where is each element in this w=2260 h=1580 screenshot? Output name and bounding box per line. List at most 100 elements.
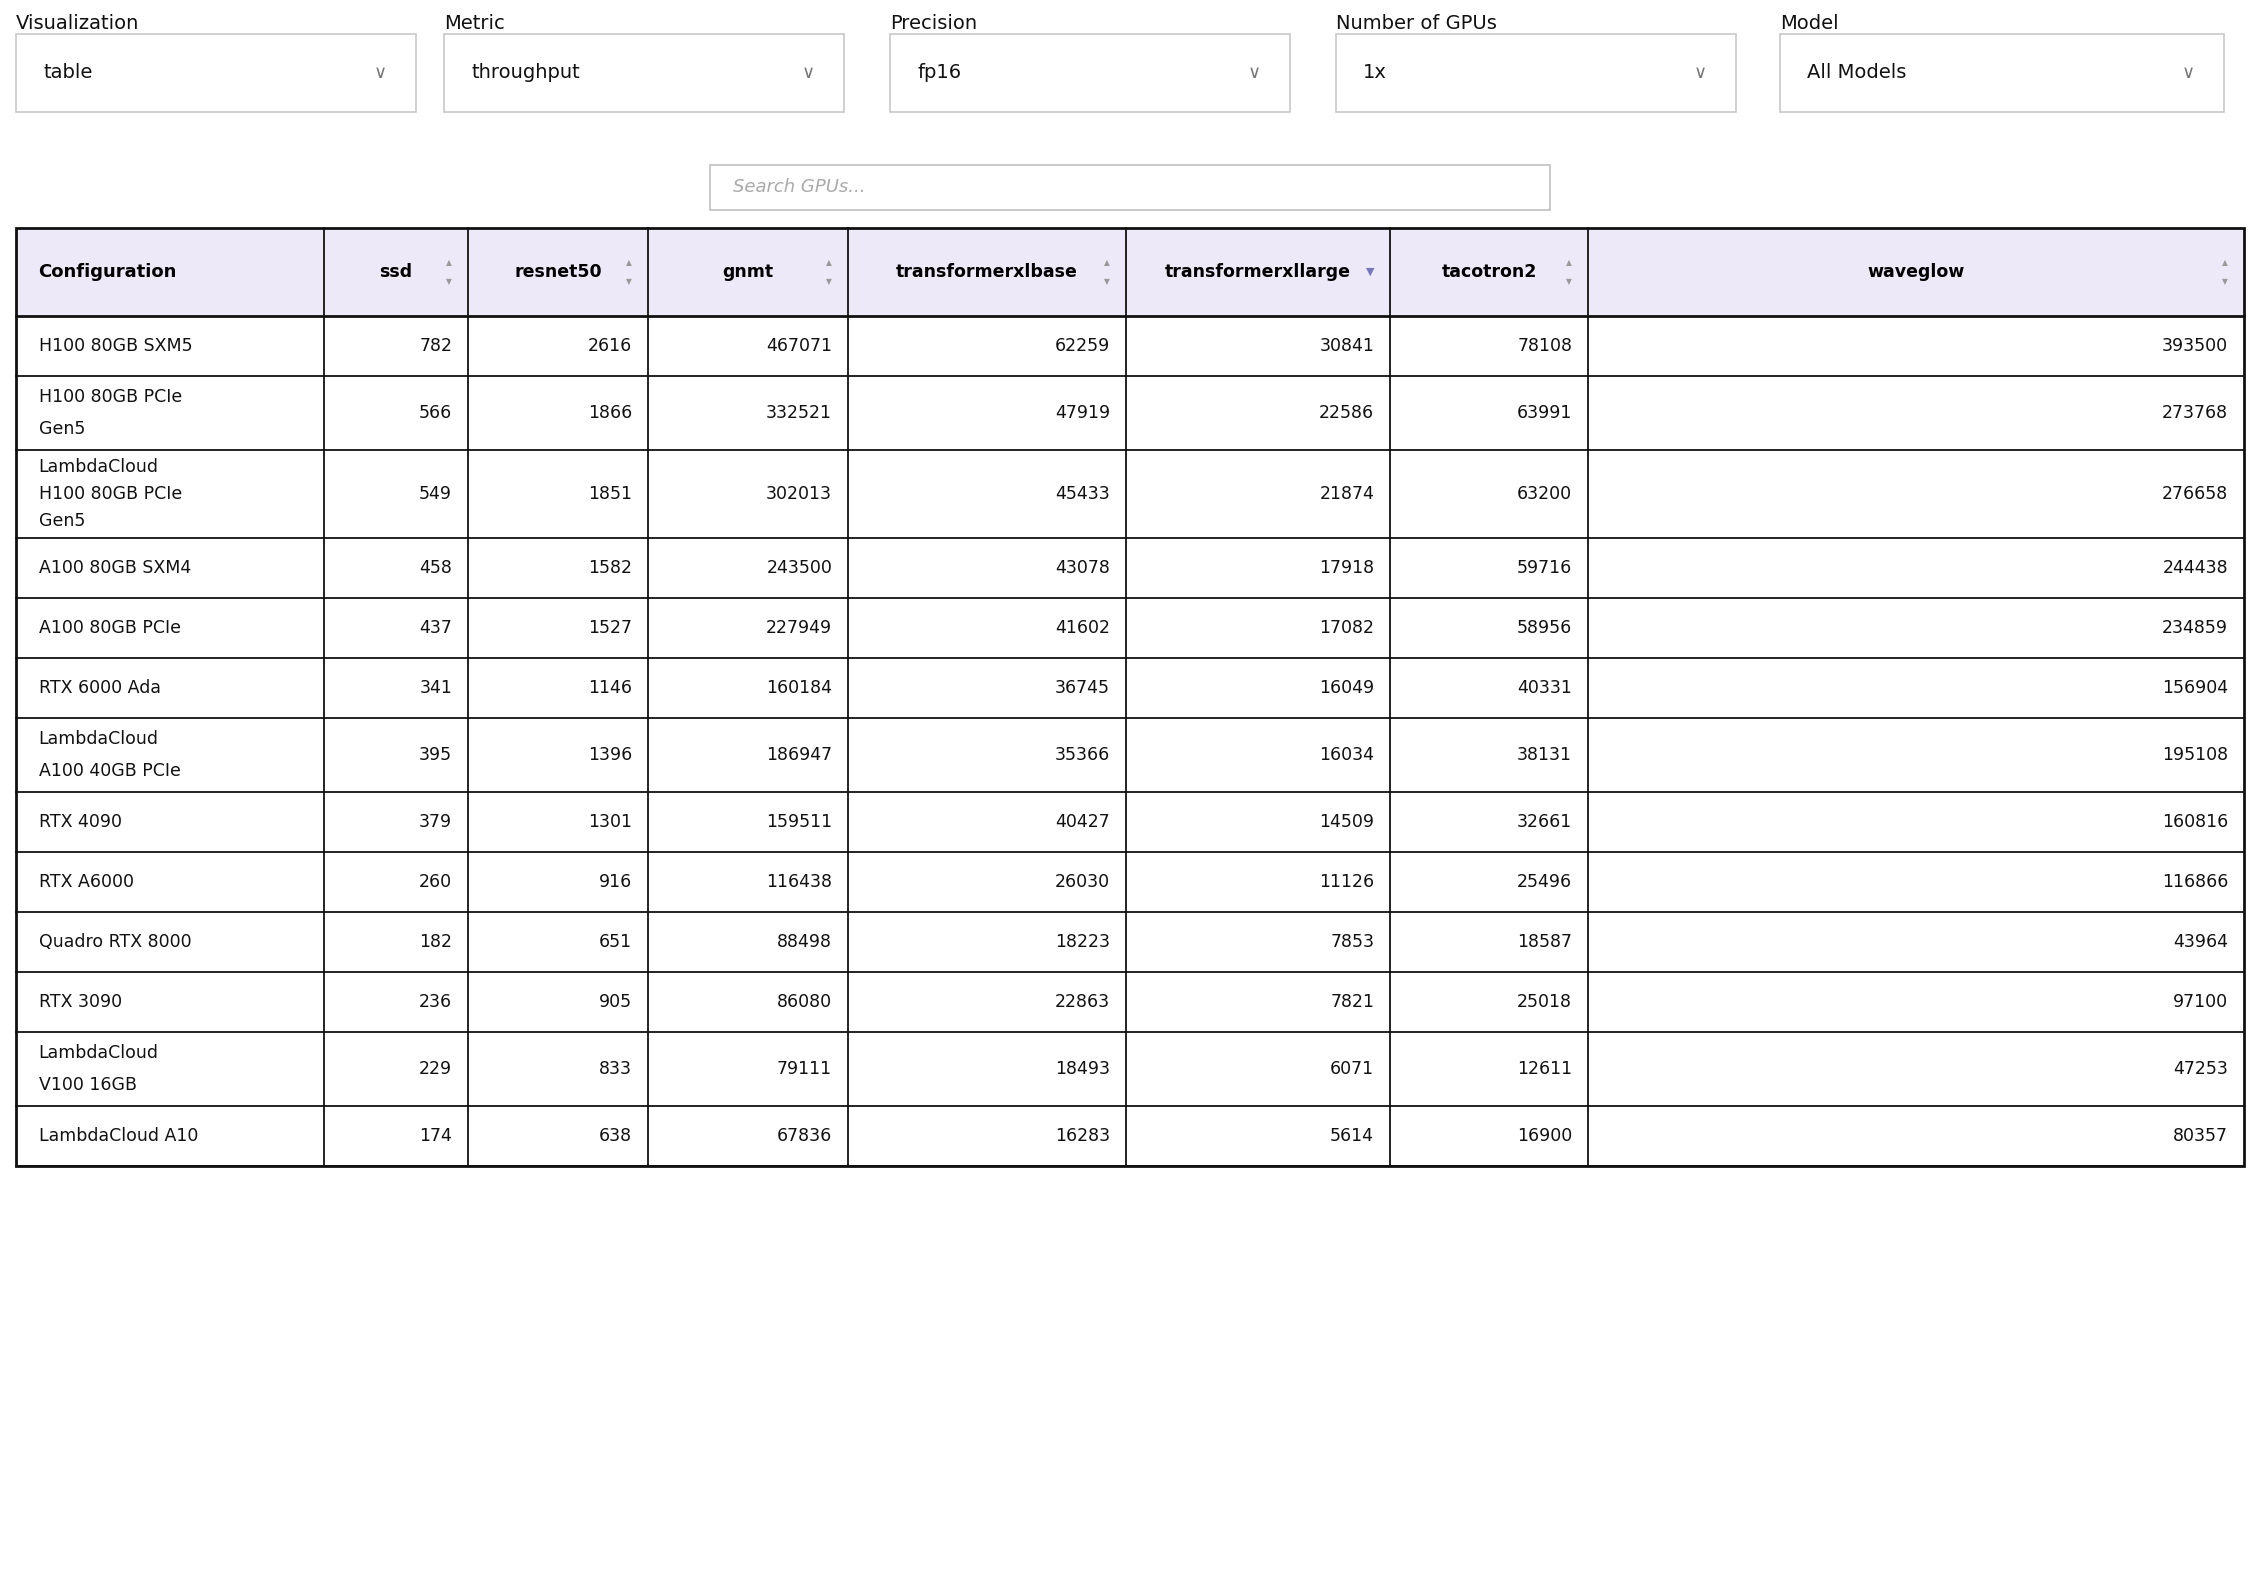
Text: 782: 782 (418, 337, 452, 356)
Text: ∨: ∨ (1248, 65, 1261, 82)
Text: 26030: 26030 (1055, 874, 1110, 891)
Text: 63991: 63991 (1516, 404, 1573, 422)
Text: ▼: ▼ (626, 276, 633, 286)
Text: A100 40GB PCIe: A100 40GB PCIe (38, 762, 181, 781)
Text: 467071: 467071 (766, 337, 832, 356)
FancyBboxPatch shape (443, 35, 843, 112)
Text: 41602: 41602 (1055, 619, 1110, 637)
Text: 1146: 1146 (588, 679, 633, 697)
Text: RTX 4090: RTX 4090 (38, 814, 122, 831)
FancyBboxPatch shape (16, 912, 2244, 972)
Text: 40427: 40427 (1055, 814, 1110, 831)
Text: All Models: All Models (1808, 63, 1907, 82)
Text: H100 80GB SXM5: H100 80GB SXM5 (38, 337, 192, 356)
Text: 236: 236 (418, 992, 452, 1011)
Text: 79111: 79111 (777, 1060, 832, 1078)
Text: 35366: 35366 (1055, 746, 1110, 765)
Text: LambdaCloud: LambdaCloud (38, 730, 158, 747)
Text: throughput: throughput (470, 63, 581, 82)
Text: ▼: ▼ (2222, 276, 2228, 286)
Text: 97100: 97100 (2174, 992, 2228, 1011)
Text: 916: 916 (599, 874, 633, 891)
Text: 651: 651 (599, 934, 633, 951)
Text: 302013: 302013 (766, 485, 832, 502)
Text: 32661: 32661 (1516, 814, 1573, 831)
Text: H100 80GB PCIe: H100 80GB PCIe (38, 389, 181, 406)
Text: ▲: ▲ (626, 258, 633, 267)
Text: A100 80GB SXM4: A100 80GB SXM4 (38, 559, 190, 577)
FancyBboxPatch shape (710, 164, 1550, 210)
Text: 156904: 156904 (2163, 679, 2228, 697)
Text: ssd: ssd (380, 262, 414, 281)
Text: 195108: 195108 (2163, 746, 2228, 765)
Text: 638: 638 (599, 1127, 633, 1146)
Text: 229: 229 (418, 1060, 452, 1078)
Text: ▼: ▼ (1365, 267, 1374, 276)
Text: 332521: 332521 (766, 404, 832, 422)
Text: 116438: 116438 (766, 874, 832, 891)
Text: 186947: 186947 (766, 746, 832, 765)
Text: ▲: ▲ (445, 258, 452, 267)
Text: 21874: 21874 (1320, 485, 1374, 502)
Text: ▲: ▲ (827, 258, 832, 267)
Text: 18493: 18493 (1055, 1060, 1110, 1078)
Text: 458: 458 (420, 559, 452, 577)
Text: 833: 833 (599, 1060, 633, 1078)
Text: Number of GPUs: Number of GPUs (1336, 14, 1496, 33)
Text: 25018: 25018 (1516, 992, 1573, 1011)
Text: ▼: ▼ (445, 276, 452, 286)
Text: ∨: ∨ (1693, 65, 1706, 82)
Text: 393500: 393500 (2163, 337, 2228, 356)
Text: 160816: 160816 (2163, 814, 2228, 831)
Text: 16900: 16900 (1516, 1127, 1573, 1146)
Text: waveglow: waveglow (1867, 262, 1964, 281)
Text: ∨: ∨ (2181, 65, 2194, 82)
Text: 59716: 59716 (1516, 559, 1573, 577)
Text: 45433: 45433 (1055, 485, 1110, 502)
Text: H100 80GB PCIe: H100 80GB PCIe (38, 485, 181, 502)
Text: Gen5: Gen5 (38, 420, 86, 438)
Text: 276658: 276658 (2163, 485, 2228, 502)
FancyBboxPatch shape (16, 316, 2244, 376)
Text: 62259: 62259 (1055, 337, 1110, 356)
Text: Configuration: Configuration (38, 262, 176, 281)
Text: 12611: 12611 (1516, 1060, 1573, 1078)
Text: 2616: 2616 (588, 337, 633, 356)
FancyBboxPatch shape (16, 35, 416, 112)
Text: 67836: 67836 (777, 1127, 832, 1146)
Text: ∨: ∨ (802, 65, 814, 82)
Text: table: table (43, 63, 93, 82)
Text: 18223: 18223 (1055, 934, 1110, 951)
Text: Gen5: Gen5 (38, 512, 86, 529)
Text: 40331: 40331 (1516, 679, 1573, 697)
Text: 116866: 116866 (2163, 874, 2228, 891)
Text: 38131: 38131 (1516, 746, 1573, 765)
Text: Search GPUs...: Search GPUs... (732, 179, 866, 196)
Text: 549: 549 (418, 485, 452, 502)
Text: 174: 174 (420, 1127, 452, 1146)
Text: 5614: 5614 (1331, 1127, 1374, 1146)
Text: ▼: ▼ (1566, 276, 1573, 286)
FancyBboxPatch shape (16, 450, 2244, 539)
Text: transformerxllarge: transformerxllarge (1164, 262, 1351, 281)
Text: RTX 6000 Ada: RTX 6000 Ada (38, 679, 160, 697)
Text: 11126: 11126 (1320, 874, 1374, 891)
Text: 1x: 1x (1363, 63, 1388, 82)
Text: gnmt: gnmt (723, 262, 773, 281)
FancyBboxPatch shape (16, 1106, 2244, 1166)
FancyBboxPatch shape (16, 597, 2244, 657)
Text: 43078: 43078 (1055, 559, 1110, 577)
FancyBboxPatch shape (16, 376, 2244, 450)
Text: resnet50: resnet50 (515, 262, 601, 281)
Text: 7821: 7821 (1331, 992, 1374, 1011)
Text: ▲: ▲ (1566, 258, 1573, 267)
Text: 78108: 78108 (1516, 337, 1573, 356)
Text: V100 16GB: V100 16GB (38, 1076, 136, 1093)
Text: LambdaCloud: LambdaCloud (38, 1044, 158, 1062)
Text: 63200: 63200 (1516, 485, 1573, 502)
Text: fp16: fp16 (918, 63, 960, 82)
Text: 86080: 86080 (777, 992, 832, 1011)
Text: ▲: ▲ (2222, 258, 2228, 267)
Text: 341: 341 (420, 679, 452, 697)
FancyBboxPatch shape (16, 972, 2244, 1032)
